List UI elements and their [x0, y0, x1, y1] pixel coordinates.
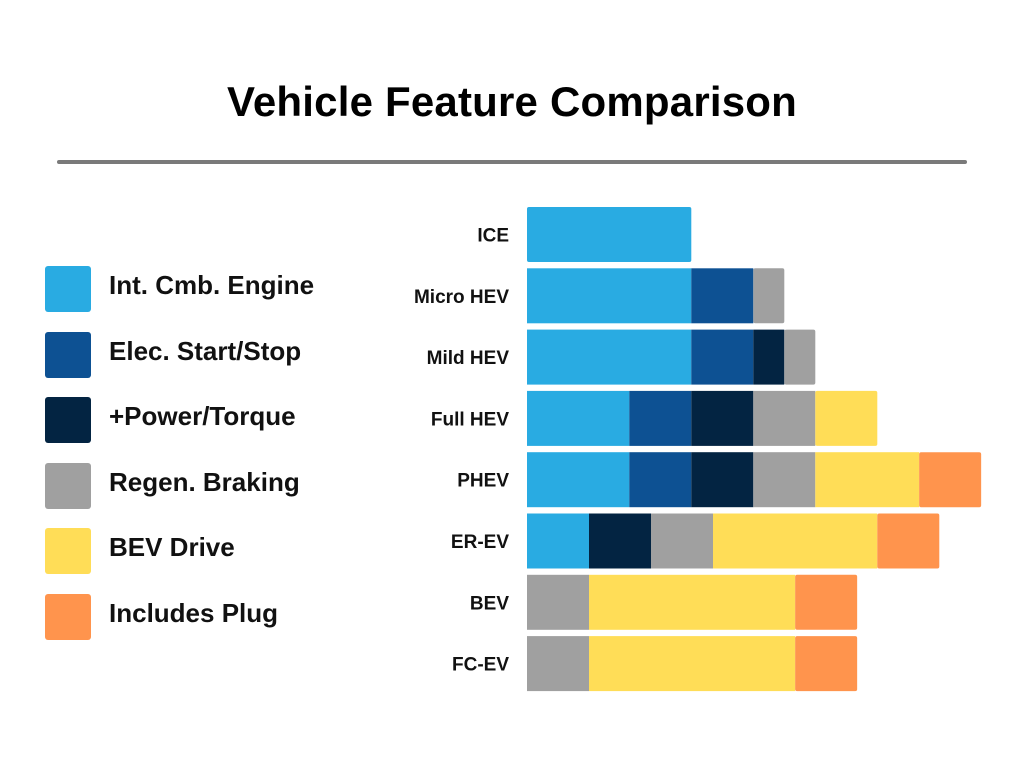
bar-segment — [691, 329, 754, 385]
bar-segment — [651, 513, 713, 569]
legend-item: BEV Drive — [45, 528, 385, 575]
legend-swatch — [45, 594, 91, 640]
bar-segment — [589, 636, 796, 692]
bar-segment — [795, 636, 858, 692]
legend-item: Regen. Braking — [45, 462, 385, 509]
category-label: PHEV — [457, 471, 509, 492]
category-label: FC-EV — [452, 655, 509, 676]
category-label: ER-EV — [451, 532, 509, 553]
legend-swatch — [45, 462, 91, 509]
bar-segment — [753, 268, 785, 324]
bar-segment — [527, 636, 589, 692]
bar-segment — [753, 390, 816, 446]
bar-segment — [877, 513, 940, 569]
bar-segment — [691, 268, 754, 324]
bar-segment — [753, 329, 785, 385]
bar-segment — [795, 574, 858, 630]
bar-segment — [919, 452, 982, 508]
legend-label: +Power/Torque — [109, 401, 296, 432]
bar-segment — [713, 513, 878, 569]
legend-swatch — [45, 266, 91, 312]
bar-segment — [527, 452, 630, 508]
category-label: ICE — [477, 226, 509, 247]
legend-label: Regen. Braking — [109, 466, 300, 497]
bar-segment — [629, 452, 692, 508]
legend-item: Elec. Start/Stop — [45, 331, 385, 378]
title-divider — [57, 160, 967, 164]
legend-label: Elec. Start/Stop — [109, 335, 302, 366]
bar-segment — [589, 574, 796, 630]
bar-segment — [527, 390, 630, 446]
legend-item: Int. Cmb. Engine — [45, 266, 385, 312]
bar-segment — [629, 390, 692, 446]
bar-segment — [527, 329, 692, 385]
bar-segment — [691, 452, 754, 508]
bar-segment — [589, 513, 651, 569]
category-label: Micro HEV — [414, 287, 509, 308]
category-label: BEV — [470, 593, 509, 614]
legend-swatch — [45, 528, 91, 575]
bar-segment — [527, 513, 589, 569]
bar-segment — [527, 268, 692, 324]
chart-title: Vehicle Feature Comparison — [226, 78, 798, 125]
legend-label: Int. Cmb. Engine — [109, 270, 315, 300]
bar-segment — [784, 329, 816, 385]
category-label: Mild HEV — [427, 348, 510, 369]
bar-segment — [815, 390, 878, 446]
bar-segment — [527, 574, 589, 630]
category-label: Full HEV — [431, 409, 509, 430]
legend-item: +Power/Torque — [45, 397, 385, 444]
legend-label: Includes Plug — [109, 598, 279, 628]
legend-swatch — [45, 331, 91, 378]
legend-swatch — [45, 397, 91, 444]
legend-label: BEV Drive — [109, 532, 235, 563]
bar-segment — [691, 390, 754, 446]
bar-segment — [527, 207, 692, 262]
bar-segment — [815, 452, 920, 508]
legend-item: Includes Plug — [45, 594, 385, 640]
bar-segment — [753, 452, 816, 508]
